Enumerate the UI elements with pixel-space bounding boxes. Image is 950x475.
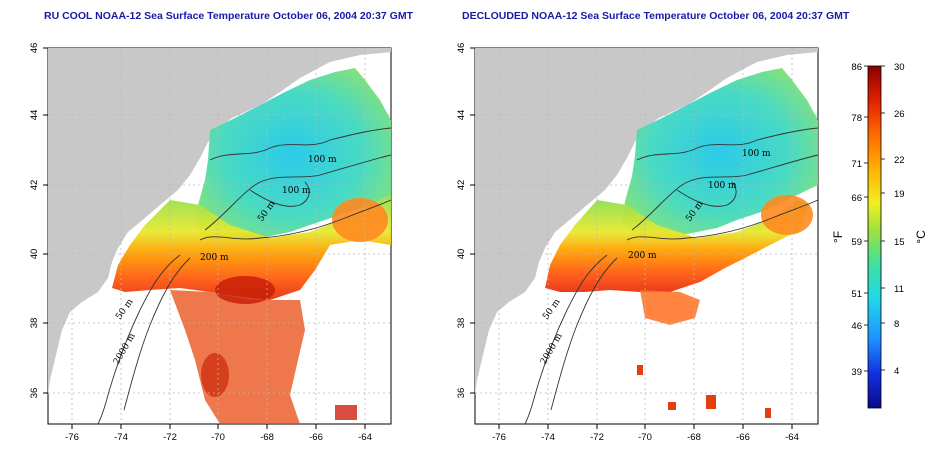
celsius-tick: 15: [894, 237, 905, 248]
left-lat-ticks: 46 44 42 40 38 36: [29, 43, 40, 399]
celsius-unit-label: °C: [914, 230, 928, 244]
celsius-tick: 26: [894, 109, 905, 120]
right-lat-tick: 42: [456, 180, 467, 191]
right-grid: [475, 48, 818, 424]
right-lon-tick: -68: [687, 432, 701, 443]
left-map-title: RU COOL NOAA-12 Sea Surface Temperature …: [44, 10, 413, 22]
left-lon-tick: -66: [309, 432, 323, 443]
fahrenheit-tick: 46: [851, 321, 862, 332]
left-land-mass: [48, 48, 391, 395]
right-sst-speck: [668, 402, 676, 410]
left-tick-marks: [43, 47, 366, 429]
right-lon-tick: -76: [492, 432, 506, 443]
right-sst-speck: [765, 408, 771, 418]
left-sst-scattered: [170, 290, 305, 424]
right-sst-speck: [706, 395, 716, 409]
right-lat-tick: 38: [456, 318, 467, 329]
left-sst-cool-region: [195, 68, 391, 240]
fahrenheit-tick: 51: [851, 289, 862, 300]
left-sst-warm-band: [112, 195, 391, 300]
fahrenheit-tick: 78: [851, 113, 862, 124]
fahrenheit-tick: 59: [851, 237, 862, 248]
right-lat-tick: 44: [456, 110, 467, 121]
left-lat-tick: 40: [29, 249, 40, 260]
celsius-tick: 22: [894, 155, 905, 166]
left-hot-core: [215, 276, 275, 304]
colorbar-fahrenheit-ticks: 86 78 71 66 59 51 46 39: [851, 62, 862, 378]
right-contour-label-100m-b: 100 m: [708, 181, 737, 191]
left-map-panel: 100 m 100 m 50 m 200 m 50 m 2000 m -76 -…: [29, 43, 392, 443]
right-lat-tick: 40: [456, 249, 467, 260]
fahrenheit-tick: 86: [851, 62, 862, 73]
left-lon-ticks: -76 -74 -72 -70 -68 -66 -64: [65, 432, 372, 443]
right-bathymetry-contours: [524, 127, 819, 425]
left-lat-tick: 44: [29, 110, 40, 121]
celsius-tick: 11: [894, 284, 904, 295]
right-map-title: DECLOUDED NOAA-12 Sea Surface Temperatur…: [462, 10, 850, 22]
temperature-colorbar: 86 78 71 66 59 51 46 39 30 26 22 19 15 1…: [831, 62, 928, 409]
colorbar-gradient: [867, 65, 882, 409]
fahrenheit-tick: 66: [851, 193, 862, 204]
left-grid: [48, 48, 391, 424]
left-lon-tick: -76: [65, 432, 79, 443]
left-hot-patch: [201, 353, 229, 397]
right-sst-patch: [640, 290, 700, 325]
right-lat-tick: 36: [456, 388, 467, 399]
celsius-tick: 4: [894, 366, 899, 377]
right-sst-speck: [637, 365, 643, 375]
left-bathymetry-contours: [97, 127, 392, 425]
colorbar-tick-marks: [864, 65, 885, 372]
right-map-panel: 100 m 100 m 50 m 200 m 50 m 2000 m -76 -…: [456, 43, 819, 443]
fahrenheit-unit-label: °F: [831, 231, 845, 243]
left-lat-tick: 38: [29, 318, 40, 329]
left-contour-label-100m-b: 100 m: [282, 186, 311, 196]
right-lon-tick: -74: [541, 432, 555, 443]
right-sst-warm-band: [545, 200, 810, 292]
right-contour-label-100m-a: 100 m: [742, 149, 771, 159]
right-lat-ticks: 46 44 42 40 38 36: [456, 43, 467, 399]
celsius-tick: 8: [894, 319, 899, 330]
left-lon-tick: -74: [114, 432, 128, 443]
right-tick-marks: [470, 47, 793, 429]
left-warm-eddy: [332, 198, 388, 242]
left-lat-tick: 46: [29, 43, 40, 54]
right-contour-label-200m: 200 m: [628, 251, 657, 261]
right-lon-ticks: -76 -74 -72 -70 -68 -66 -64: [492, 432, 799, 443]
left-lon-tick: -68: [260, 432, 274, 443]
right-lon-tick: -70: [638, 432, 652, 443]
right-lon-tick: -64: [785, 432, 799, 443]
left-lat-tick: 36: [29, 388, 40, 399]
celsius-tick: 19: [894, 189, 905, 200]
left-contour-label-200m: 200 m: [200, 253, 229, 263]
left-lon-tick: -64: [358, 432, 372, 443]
right-lon-tick: -66: [736, 432, 750, 443]
right-land-mass: [475, 48, 818, 395]
left-hot-patch-2: [335, 405, 357, 420]
right-warm-eddy: [761, 195, 813, 235]
right-lat-tick: 46: [456, 43, 467, 54]
left-lon-tick: -72: [163, 432, 177, 443]
celsius-tick: 30: [894, 62, 905, 73]
colorbar-celsius-ticks: 30 26 22 19 15 11 8 4: [894, 62, 905, 377]
left-lon-tick: -70: [211, 432, 225, 443]
left-lat-tick: 42: [29, 180, 40, 191]
fahrenheit-tick: 39: [851, 367, 862, 378]
left-contour-label-100m-a: 100 m: [308, 155, 337, 165]
fahrenheit-tick: 71: [851, 159, 862, 170]
right-lon-tick: -72: [590, 432, 604, 443]
